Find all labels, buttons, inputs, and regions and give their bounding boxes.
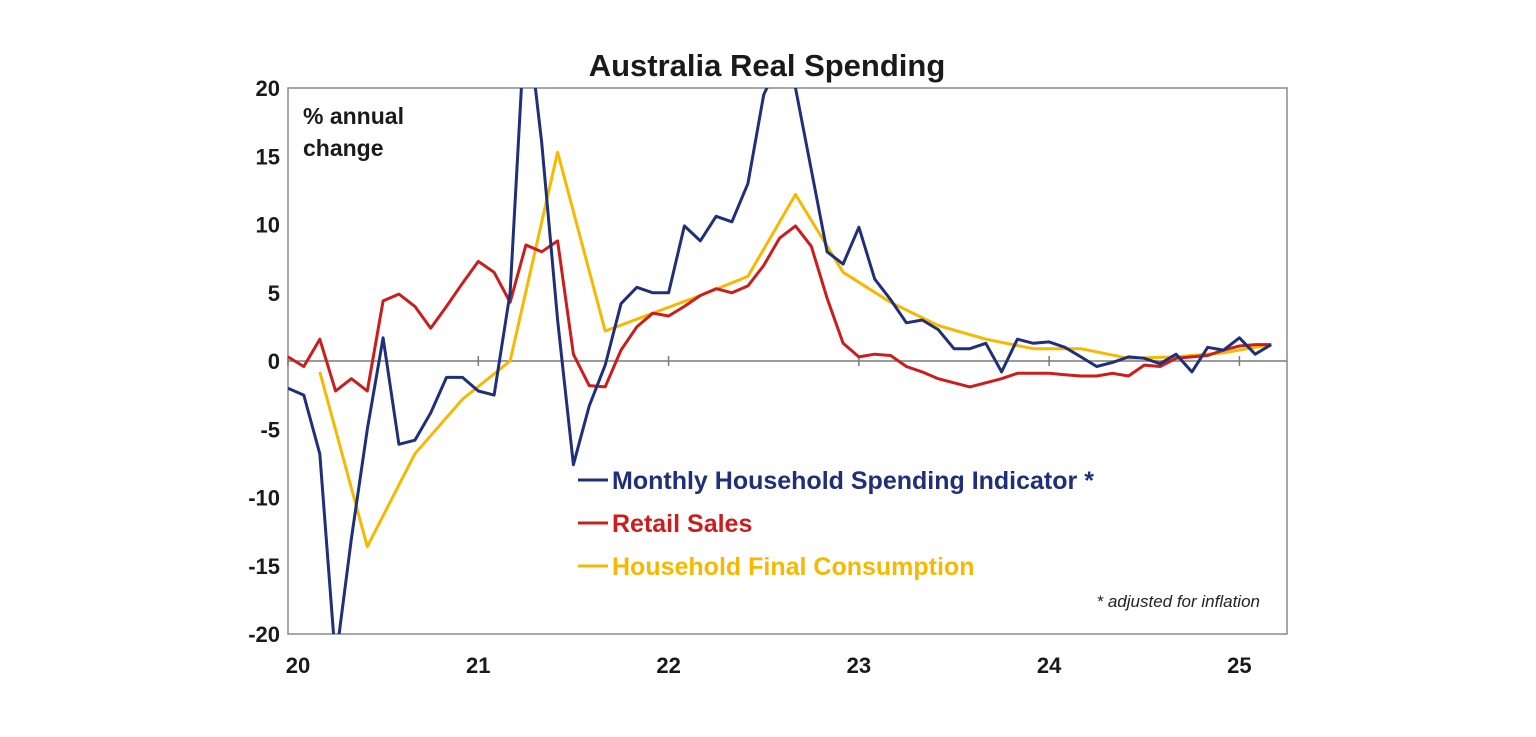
- legend-label-msi: Monthly Household Spending Indicator *: [612, 467, 1094, 495]
- x-axis: 20 21 22 23 24 25: [286, 356, 1252, 678]
- x-tick-label: 25: [1227, 653, 1251, 678]
- y-tick-label: -20: [248, 622, 280, 647]
- y-axis: 20 15 10 5 0 -5 -10 -15 -20: [248, 76, 280, 647]
- x-tick-label: 20: [286, 653, 310, 678]
- y-tick-label: 0: [268, 349, 280, 374]
- y-tick-label: 5: [268, 281, 280, 306]
- y-axis-label-line-2: change: [303, 135, 384, 161]
- legend-label-hfc: Household Final Consumption: [612, 553, 974, 581]
- y-tick-label: 20: [256, 76, 280, 101]
- series-line-msi: [288, 88, 1272, 634]
- chart-title: Australia Real Spending: [589, 48, 946, 83]
- series-line-hfc: [318, 150, 1272, 549]
- x-tick-label: 23: [847, 653, 871, 678]
- series-lines: [288, 88, 1272, 634]
- y-axis-label: % annual change: [303, 103, 410, 161]
- legend-label-retail: Retail Sales: [612, 510, 752, 538]
- y-tick-label: 10: [256, 213, 280, 238]
- y-tick-label: -5: [260, 417, 280, 442]
- legend: Monthly Household Spending Indicator * R…: [578, 467, 1094, 581]
- y-tick-label: -15: [248, 554, 280, 579]
- series-line-retail: [288, 224, 1272, 393]
- y-tick-label: 15: [256, 144, 280, 169]
- x-tick-label: 21: [466, 653, 490, 678]
- x-tick-label: 22: [656, 653, 680, 678]
- y-tick-label: -10: [248, 486, 280, 511]
- y-axis-label-line-1: % annual: [303, 103, 404, 129]
- footnote: * adjusted for inflation: [1097, 592, 1261, 611]
- x-tick-label: 24: [1037, 653, 1062, 678]
